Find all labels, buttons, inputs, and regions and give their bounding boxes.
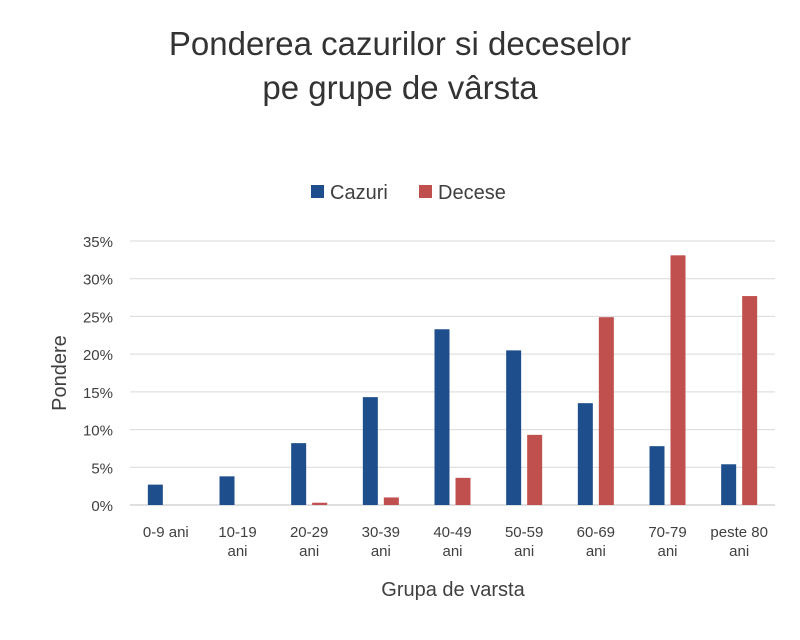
bar-cazuri-4 [434,329,450,505]
chart-legend: Cazuri Decese [311,182,506,204]
bar-cazuri-0 [147,484,163,505]
gridlines [130,240,775,506]
y-tick-label: 25% [83,309,113,326]
bars [147,255,758,505]
chart-title: Ponderea cazurilor si deceselor pe grupe… [0,22,800,110]
bar-cazuri-2 [291,443,307,505]
x-axis-label: Grupa de varsta [381,579,525,601]
bar-cazuri-3 [362,397,378,505]
x-tick-label: 40-49 ani [433,524,471,560]
bar-cazuri-1 [219,476,235,505]
legend-swatch-cazuri [311,185,324,198]
x-tick-label: 0-9 ani [143,524,189,541]
bar-decese-8 [742,296,758,505]
y-axis-ticks: 0% 5% 10% 15% 20% 25% 30% 35% [83,234,113,515]
y-tick-label: 30% [83,272,113,289]
bar-decese-3 [383,497,399,505]
chart-title-line-2: pe grupe de vârsta [262,69,538,106]
legend-label-decese: Decese [438,182,506,204]
bar-decese-5 [527,434,543,505]
x-axis-ticks: 0-9 ani 10-19 ani 20-29 ani 30-39 ani 40-49 ani 5… [143,524,768,560]
y-tick-label: 35% [83,234,113,251]
bar-cazuri-6 [577,403,593,505]
bar-decese-4 [455,477,471,505]
x-tick-label: peste 80 ani [710,524,768,560]
bar-decese-7 [670,255,686,505]
x-tick-label: 10-19 ani [218,524,256,560]
y-axis-label: Pondere [49,335,71,411]
x-tick-label: 30-39 ani [362,524,400,560]
x-tick-label: 70-79 ani [648,524,686,560]
bar-decese-2 [312,502,328,505]
bar-decese-6 [598,317,614,505]
y-tick-label: 0% [91,498,113,515]
bar-cazuri-7 [649,446,665,505]
y-tick-label: 15% [83,385,113,402]
y-tick-label: 10% [83,423,113,440]
legend-label-cazuri: Cazuri [330,182,388,204]
bar-cazuri-8 [721,464,737,505]
bar-cazuri-5 [506,350,522,505]
x-tick-label: 60-69 ani [577,524,615,560]
x-tick-label: 50-59 ani [505,524,543,560]
chart-title-line-1: Ponderea cazurilor si deceselor [168,25,632,62]
y-tick-label: 5% [91,460,113,477]
legend-swatch-decese [419,185,432,198]
x-tick-label: 20-29 ani [290,524,328,560]
y-tick-label: 20% [83,347,113,364]
